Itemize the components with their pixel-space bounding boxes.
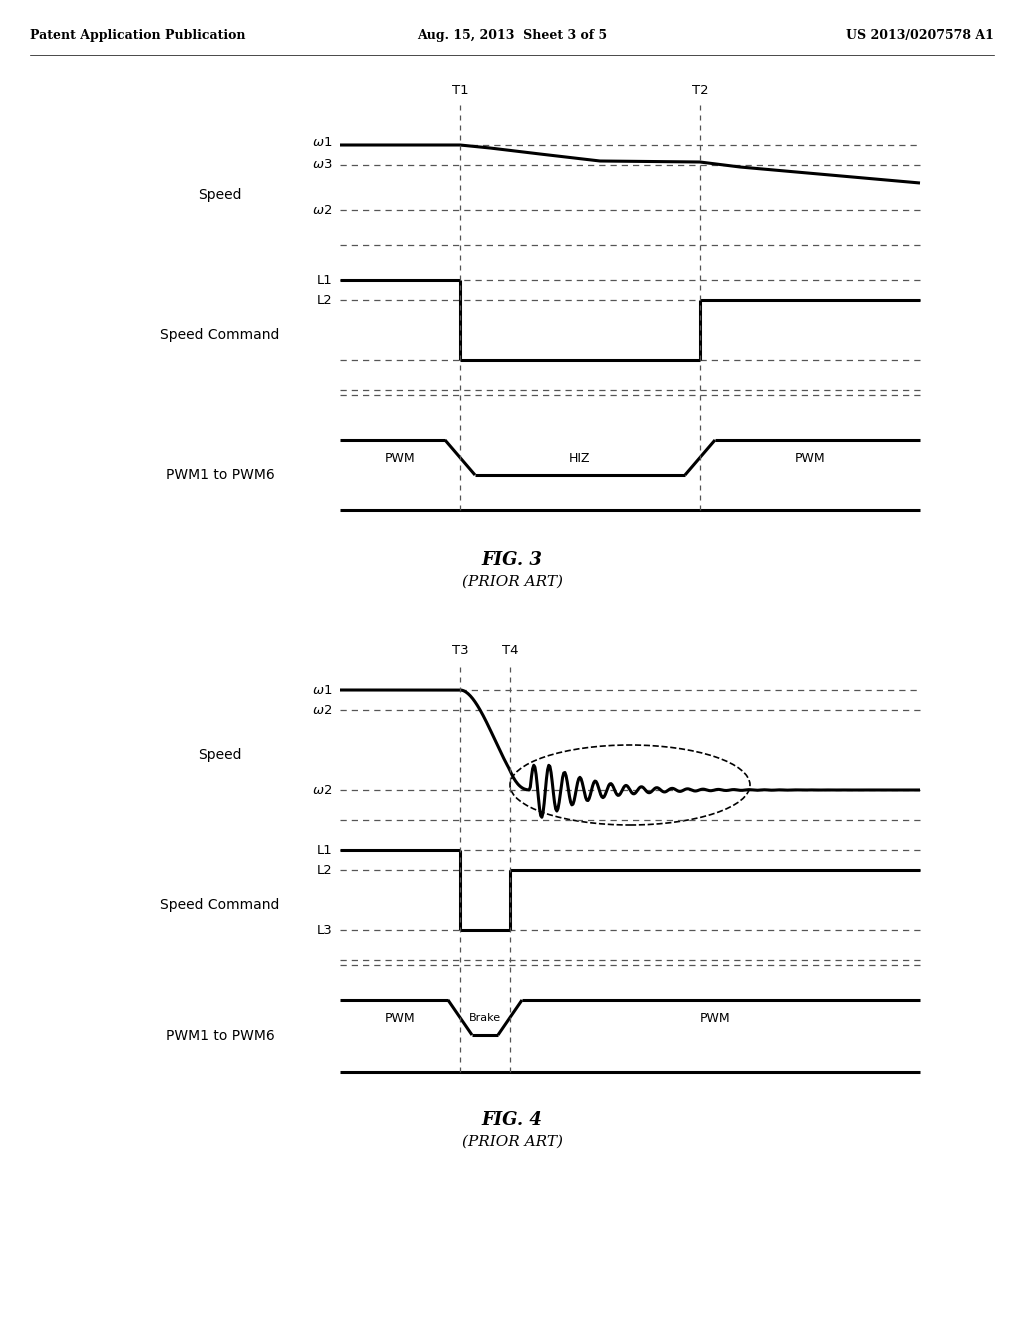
Text: Brake: Brake xyxy=(469,1012,501,1023)
Text: FIG. 3: FIG. 3 xyxy=(481,550,543,569)
Text: $\omega$1: $\omega$1 xyxy=(311,136,332,149)
Text: $\omega$1: $\omega$1 xyxy=(311,684,332,697)
Text: L1: L1 xyxy=(316,843,332,857)
Text: $\omega$3: $\omega$3 xyxy=(311,158,332,172)
Text: PWM: PWM xyxy=(699,1011,730,1024)
Text: T2: T2 xyxy=(691,84,709,96)
Text: PWM1 to PWM6: PWM1 to PWM6 xyxy=(166,1030,274,1043)
Text: Speed: Speed xyxy=(199,187,242,202)
Text: L3: L3 xyxy=(316,924,332,936)
Text: HIZ: HIZ xyxy=(569,451,591,465)
Text: Patent Application Publication: Patent Application Publication xyxy=(30,29,246,41)
Text: US 2013/0207578 A1: US 2013/0207578 A1 xyxy=(846,29,994,41)
Text: PWM: PWM xyxy=(385,1011,416,1024)
Text: $\omega$2: $\omega$2 xyxy=(311,784,332,796)
Text: $\omega$2: $\omega$2 xyxy=(311,203,332,216)
Text: T1: T1 xyxy=(452,84,468,96)
Text: L2: L2 xyxy=(316,293,332,306)
Text: T4: T4 xyxy=(502,644,518,657)
Text: PWM: PWM xyxy=(795,451,825,465)
Text: (PRIOR ART): (PRIOR ART) xyxy=(462,1135,562,1148)
Text: (PRIOR ART): (PRIOR ART) xyxy=(462,576,562,589)
Text: T3: T3 xyxy=(452,644,468,657)
Text: L2: L2 xyxy=(316,863,332,876)
Text: Aug. 15, 2013  Sheet 3 of 5: Aug. 15, 2013 Sheet 3 of 5 xyxy=(417,29,607,41)
Text: Speed: Speed xyxy=(199,748,242,762)
Text: PWM: PWM xyxy=(385,451,416,465)
Text: $\omega$2: $\omega$2 xyxy=(311,704,332,717)
Text: Speed Command: Speed Command xyxy=(161,327,280,342)
Text: FIG. 4: FIG. 4 xyxy=(481,1111,543,1129)
Text: L1: L1 xyxy=(316,273,332,286)
Text: Speed Command: Speed Command xyxy=(161,898,280,912)
Text: PWM1 to PWM6: PWM1 to PWM6 xyxy=(166,469,274,482)
